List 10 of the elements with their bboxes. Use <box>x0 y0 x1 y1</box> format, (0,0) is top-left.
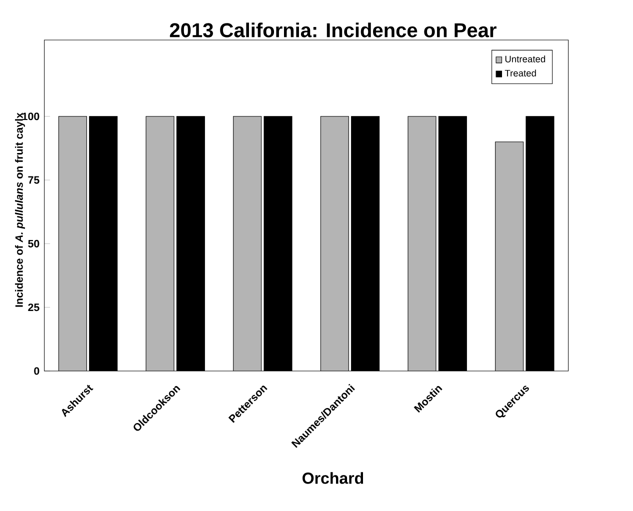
y-tick-label: 50 <box>28 240 40 248</box>
y-tick-label: 75 <box>28 176 40 184</box>
y-axis-title: Incidence of A. pullulans on fruit caylx <box>15 112 25 307</box>
legend-label: Treated <box>504 70 536 76</box>
y-tick-label: 25 <box>28 304 40 312</box>
y-tick-label: 100 <box>22 112 40 120</box>
y-tick-label: 0 <box>34 367 40 375</box>
chart-title: 2013 California: Incidence on Pear <box>170 22 496 38</box>
x-axis-title: Orchard <box>302 472 364 484</box>
legend-label: Untreated <box>505 56 546 62</box>
